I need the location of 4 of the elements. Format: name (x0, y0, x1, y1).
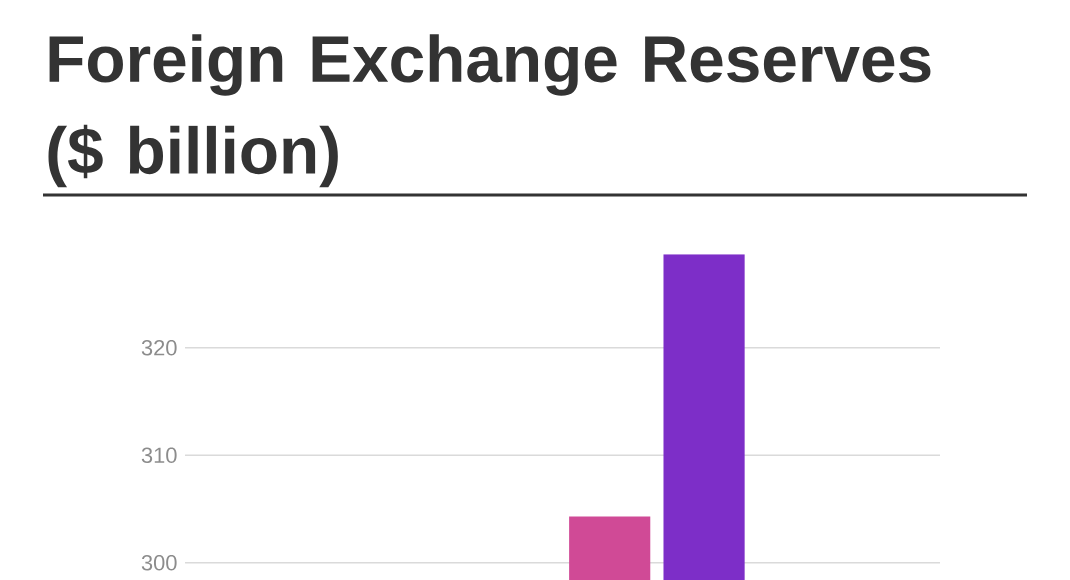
y-tick-label: 310 (141, 447, 177, 464)
chart-title: Foreign Exchange Reserves ($ billion) (48, 34, 931, 188)
y-tick-label: 320 (141, 340, 177, 356)
y-tick-label: 300 (141, 555, 177, 571)
